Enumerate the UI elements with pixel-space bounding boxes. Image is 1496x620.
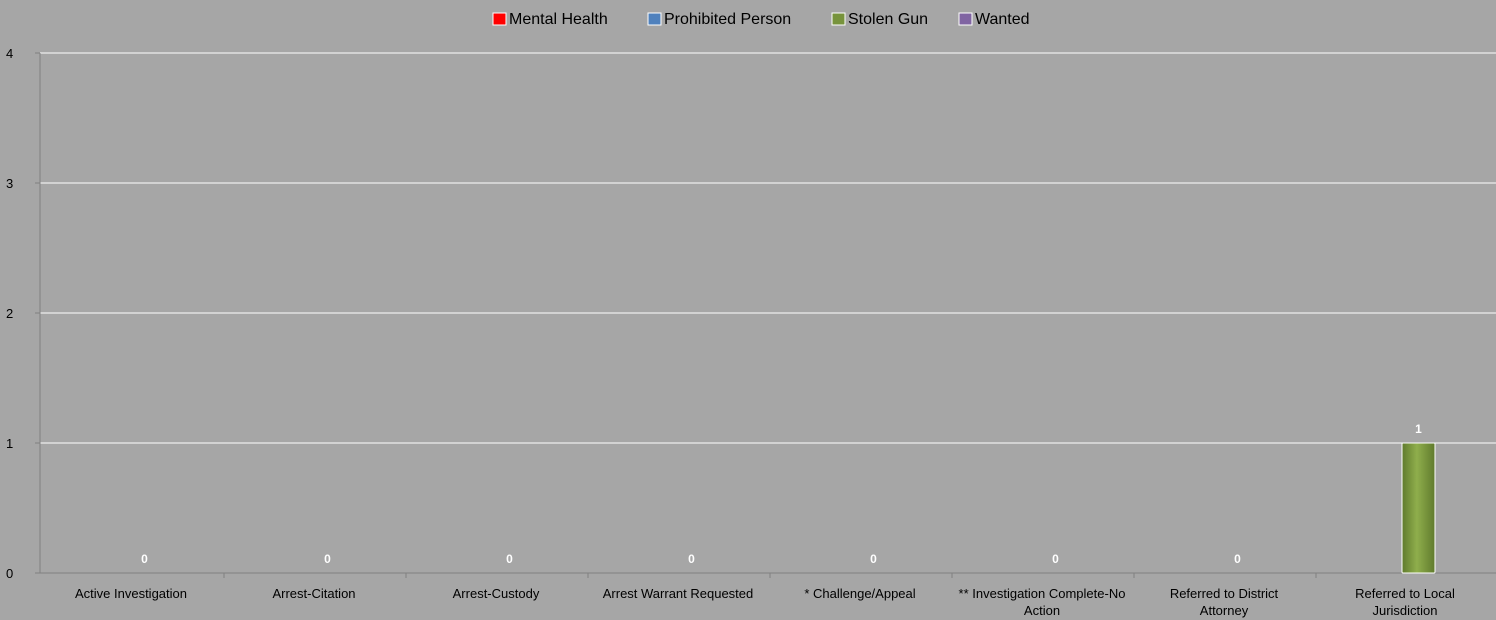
y-tick-label: 2 (6, 306, 13, 321)
category-label: * Challenge/Appeal (804, 586, 915, 601)
data-label: 0 (1052, 552, 1059, 566)
data-label: 0 (870, 552, 877, 566)
category-label: Active Investigation (75, 586, 187, 601)
category-label: Action (1024, 603, 1060, 618)
category-label: Arrest Warrant Requested (603, 586, 754, 601)
legend-label: Stolen Gun (848, 11, 928, 28)
category-label: Jurisdiction (1372, 603, 1437, 618)
data-label: 1 (1415, 422, 1422, 436)
legend-label: Prohibited Person (664, 11, 791, 28)
legend-swatch-mental-health (492, 12, 507, 26)
axes: 0 1 2 3 4 Active Investigation Arrest-Citation… (6, 46, 1496, 618)
data-label: 0 (324, 552, 331, 566)
data-label: 0 (688, 552, 695, 566)
bars (1401, 442, 1436, 574)
data-labels: 0 0 0 0 0 0 0 1 (141, 422, 1422, 566)
legend: Mental Health Prohibited Person Stolen Gun… (492, 11, 1030, 28)
legend-swatch-wanted (958, 12, 973, 26)
data-label: 0 (1234, 552, 1241, 566)
data-label: 0 (141, 552, 148, 566)
category-label: Attorney (1200, 603, 1249, 618)
category-label: Arrest-Custody (453, 586, 540, 601)
y-tick-label: 1 (6, 436, 13, 451)
category-label: ** Investigation Complete-No (959, 586, 1126, 601)
legend-label: Mental Health (509, 11, 608, 28)
y-tick-label: 4 (6, 46, 13, 61)
category-label: Referred to District (1170, 586, 1279, 601)
legend-swatch-stolen-gun (831, 12, 846, 26)
category-label: Arrest-Citation (272, 586, 355, 601)
y-tick-label: 0 (6, 566, 13, 581)
bar-stolen-gun (1401, 442, 1436, 574)
y-tick-label: 3 (6, 176, 13, 191)
data-label: 0 (506, 552, 513, 566)
legend-swatch-prohibited-person (647, 12, 662, 26)
legend-label: Wanted (975, 11, 1030, 28)
category-label: Referred to Local (1355, 586, 1455, 601)
gridlines (40, 52, 1496, 444)
